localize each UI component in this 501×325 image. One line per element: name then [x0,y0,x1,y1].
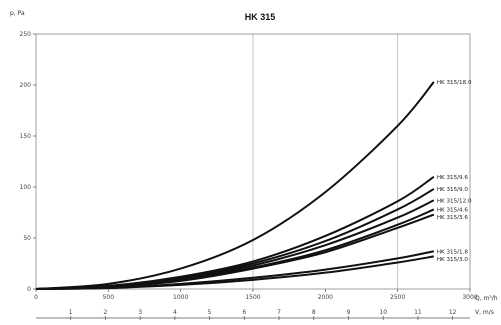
series-label: HK 315/3.6 [437,215,469,221]
velocity-tick-label: 5 [208,309,212,316]
x-axis-label: Q, m³/h [475,295,498,302]
velocity-tick-label: 6 [242,309,246,316]
velocity-tick-label: 11 [414,309,422,316]
series-lines [36,82,434,289]
y-tick-label: 150 [20,133,32,140]
x-tick-label: 500 [103,294,115,301]
velocity-tick-label: 10 [379,309,387,316]
velocity-axis-label: V, m/s [475,309,494,316]
y-axis-label: p, Pa [10,10,25,17]
velocity-tick-label: 1 [69,309,73,316]
y-tick-label: 250 [20,31,32,38]
y-tick-label: 100 [20,184,32,191]
series-label: HK 315/1.8 [437,249,469,255]
y-tick-label: 50 [23,235,31,242]
series-label: HK 315/18.0 [437,80,472,86]
velocity-tick-label: 7 [277,309,281,316]
velocity-tick-label: 2 [104,309,108,316]
x-tick-label: 1000 [173,294,188,301]
series-label: HK 315/9.6 [437,175,469,181]
velocity-tick-label: 12 [449,309,457,316]
velocity-tick-label: 4 [173,309,177,316]
x-tick-label: 1500 [245,294,260,301]
series-label: HK 315/12.0 [437,198,472,204]
series-line [36,82,434,289]
velocity-tick-label: 3 [138,309,142,316]
series-label: HK 315/3.0 [437,257,469,263]
velocity-tick-label: 9 [347,309,351,316]
series-label: HK 315/9.0 [437,187,469,193]
y-tick-label: 0 [27,286,31,293]
velocity-tick-label: 8 [312,309,316,316]
y-tick-label: 200 [20,82,32,89]
x-tick-label: 2500 [390,294,405,301]
x-tick-label: 0 [34,294,38,301]
chart-title: HK 315 [245,12,276,22]
series-labels: HK 315/18.0 HK 315/9.6 HK 315/9.0 HK 315/12… [437,80,472,263]
series-line [36,215,434,289]
series-line [36,189,434,289]
series-label: HK 315/4.6 [437,207,469,213]
x-tick-label: 2000 [318,294,333,301]
axes: 0 500 1000 1500 2000 2500 30000501001502002501… [20,31,478,320]
